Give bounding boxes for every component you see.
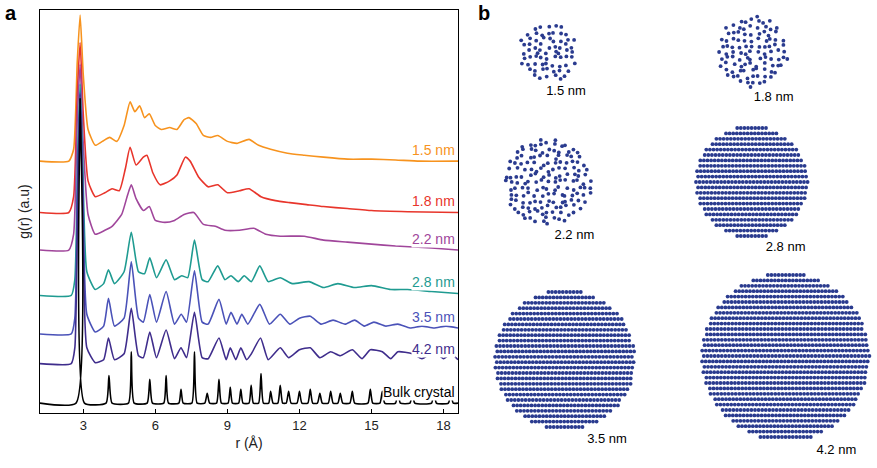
svg-text:b: b xyxy=(478,2,490,24)
svg-text:1.5 nm: 1.5 nm xyxy=(412,142,455,158)
svg-text:1.5 nm: 1.5 nm xyxy=(546,83,586,98)
svg-text:2.8 nm: 2.8 nm xyxy=(766,239,806,254)
html-text:a: a xyxy=(5,2,17,24)
svg-text:3.5 nm: 3.5 nm xyxy=(587,431,627,446)
svg-text:15: 15 xyxy=(364,418,378,433)
svg-text:2.8 nm: 2.8 nm xyxy=(412,274,455,290)
svg-text:2.2 nm: 2.2 nm xyxy=(412,231,455,247)
svg-text:3: 3 xyxy=(80,418,87,433)
svg-text:g(r) (a.u): g(r) (a.u) xyxy=(16,184,32,238)
svg-text:1.8 nm: 1.8 nm xyxy=(754,89,794,104)
svg-text:r (Å): r (Å) xyxy=(235,435,262,451)
svg-text:6: 6 xyxy=(152,418,159,433)
svg-text:4.2 nm: 4.2 nm xyxy=(412,341,455,357)
svg-text:Bulk crystal: Bulk crystal xyxy=(383,384,455,400)
svg-text:9: 9 xyxy=(224,418,231,433)
svg-text:18: 18 xyxy=(436,418,450,433)
svg-text:1.8 nm: 1.8 nm xyxy=(412,193,455,209)
svg-text:3.5 nm: 3.5 nm xyxy=(412,309,455,325)
svg-text:12: 12 xyxy=(292,418,306,433)
svg-text:2.2 nm: 2.2 nm xyxy=(555,227,595,242)
svg-text:4.2 nm: 4.2 nm xyxy=(817,442,857,457)
